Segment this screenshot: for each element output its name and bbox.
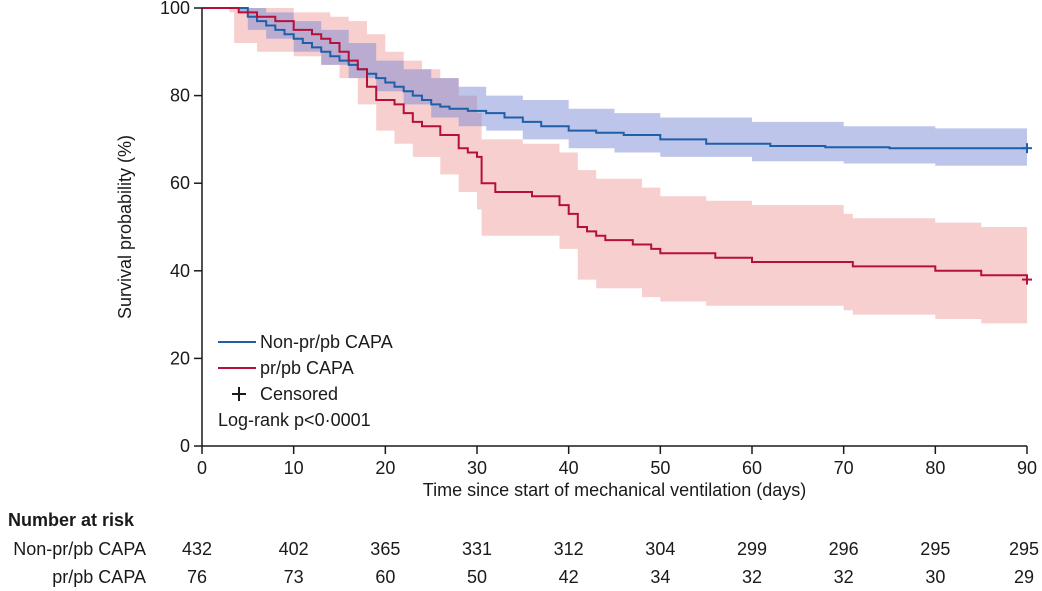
risk-table-header: Number at risk [8, 510, 135, 530]
risk-value: 32 [833, 567, 854, 587]
y-axis-title: Survival probability (%) [115, 135, 135, 319]
x-tick-label: 60 [742, 458, 762, 478]
survival-chart: 0 20 40 60 80 100 0 10 20 30 40 50 60 70 80 90 Time sinc… [115, 0, 1037, 500]
risk-value: 29 [1013, 567, 1035, 587]
x-tick-label: 20 [375, 458, 395, 478]
legend: Non-pr/pb CAPA pr/pb CAPA Censored Log-rank… [218, 332, 393, 430]
ci-band-non-pr-pb-capa [202, 8, 1027, 166]
censored-marker-pr-pb-capa [1022, 274, 1032, 285]
legend-censored-icon [232, 387, 246, 401]
y-tick-label: 0 [180, 436, 190, 456]
risk-value: 34 [650, 567, 671, 587]
y-tick-label: 40 [170, 261, 190, 281]
legend-label-pr-pb-capa: pr/pb CAPA [260, 358, 354, 378]
x-tick-label: 70 [834, 458, 854, 478]
survival-line-non-pr-pb-capa [202, 7, 1027, 150]
risk-value: 32 [741, 567, 763, 587]
risk-value: 60 [375, 567, 396, 587]
x-tick-label: 40 [559, 458, 579, 478]
x-tick-label: 50 [650, 458, 670, 478]
log-rank-annotation: Log-rank p<0·0001 [218, 410, 371, 430]
risk-row-label: Non-pr/pb CAPA [13, 539, 146, 559]
risk-value: 295 [1008, 539, 1040, 559]
censored-marker-non-pr-pb-capa [1022, 143, 1032, 154]
risk-value: 296 [828, 539, 859, 559]
x-tick-label: 10 [284, 458, 304, 478]
risk-value: 432 [181, 539, 213, 559]
risk-row-label: pr/pb CAPA [52, 567, 146, 587]
risk-row: Non-pr/pb CAPA 432 402 365 331 312 304 299 296 29… [0, 539, 1042, 563]
y-tick-label: 80 [170, 86, 190, 106]
risk-value: 304 [645, 539, 676, 559]
risk-value: 42 [558, 567, 579, 587]
risk-value: 73 [283, 567, 304, 587]
x-axis-title: Time since start of mechanical ventilati… [423, 480, 806, 500]
x-tick-label: 0 [197, 458, 207, 478]
ci-band-pr-pb-capa [202, 8, 1027, 328]
risk-value: 295 [920, 539, 951, 559]
x-tick-label: 80 [925, 458, 945, 478]
risk-value: 365 [370, 539, 401, 559]
survival-line-pr-pb-capa [202, 7, 1028, 280]
survival-curves [202, 7, 1032, 285]
y-tick-label: 100 [160, 0, 190, 18]
risk-row: pr/pb CAPA 76 73 60 50 42 34 32 32 30 29 [0, 567, 1042, 591]
legend-label-censored: Censored [260, 384, 338, 404]
risk-value: 312 [553, 539, 584, 559]
risk-value: 50 [466, 567, 488, 587]
risk-value: 30 [925, 567, 946, 587]
risk-value: 76 [186, 567, 208, 587]
legend-label-non-pr-pb-capa: Non-pr/pb CAPA [260, 332, 393, 352]
x-tick-label: 30 [467, 458, 487, 478]
risk-value: 299 [736, 539, 768, 559]
axes: 0 20 40 60 80 100 0 10 20 30 40 50 60 70 80 90 Time sinc… [115, 0, 1037, 500]
risk-value: 331 [461, 539, 493, 559]
risk-value: 402 [278, 539, 309, 559]
y-tick-label: 60 [170, 173, 190, 193]
confidence-bands [202, 8, 1027, 328]
x-tick-label: 90 [1017, 458, 1037, 478]
y-tick-label: 20 [170, 348, 190, 368]
